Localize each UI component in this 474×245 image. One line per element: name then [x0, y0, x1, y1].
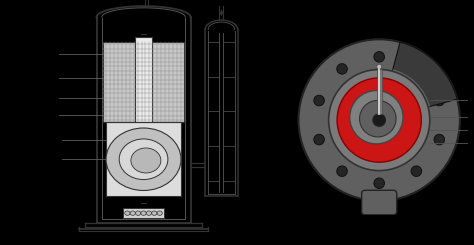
Circle shape: [411, 64, 421, 74]
Circle shape: [119, 139, 168, 180]
Circle shape: [434, 134, 445, 145]
Bar: [136, 37, 152, 130]
Bar: [377, 70, 382, 114]
Circle shape: [377, 64, 382, 69]
Circle shape: [350, 91, 403, 144]
Circle shape: [125, 211, 130, 215]
Circle shape: [411, 166, 421, 176]
Circle shape: [131, 148, 161, 173]
Bar: [103, 42, 184, 122]
Circle shape: [157, 211, 162, 215]
Circle shape: [337, 64, 347, 74]
Circle shape: [337, 78, 421, 162]
Circle shape: [152, 211, 157, 215]
Circle shape: [373, 114, 385, 126]
Circle shape: [337, 166, 347, 176]
Wedge shape: [379, 42, 457, 120]
Wedge shape: [379, 69, 430, 120]
Circle shape: [434, 95, 445, 106]
Circle shape: [374, 178, 384, 188]
Bar: [123, 208, 164, 218]
Circle shape: [106, 128, 181, 191]
Circle shape: [374, 52, 384, 62]
Bar: [106, 122, 181, 196]
Circle shape: [130, 211, 136, 215]
FancyBboxPatch shape: [362, 190, 397, 215]
Circle shape: [146, 211, 152, 215]
Circle shape: [328, 70, 430, 171]
Circle shape: [314, 95, 324, 106]
Circle shape: [141, 211, 146, 215]
Circle shape: [136, 211, 141, 215]
Circle shape: [360, 100, 396, 137]
Circle shape: [299, 39, 460, 201]
Circle shape: [314, 134, 324, 145]
